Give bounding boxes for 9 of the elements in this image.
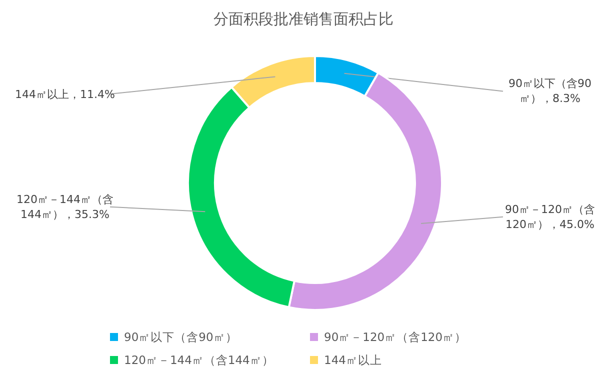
data-label: 90㎡以下（含90㎡），8.3% [508,76,592,106]
legend-label: 90㎡以下（含90㎡） [123,330,238,345]
legend-label: 120㎡－144㎡（含144㎡） [123,353,275,368]
legend-label: 90㎡－120㎡（含120㎡） [323,330,468,345]
data-label: 90㎡－120㎡（含120㎡），45.0% [504,202,596,232]
data-label: 120㎡－144㎡（含144㎡），35.3% [16,192,114,222]
chart-title: 分面积段批准销售面积占比 [212,10,394,29]
legend-label: 144㎡以上 [323,353,383,368]
data-label: 144㎡以上，11.4% [14,86,116,102]
